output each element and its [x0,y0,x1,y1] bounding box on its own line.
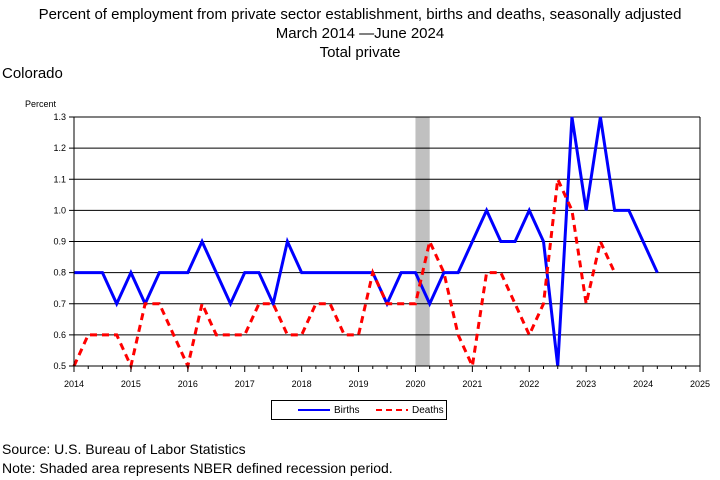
y-tick-label: 0.5 [53,361,66,371]
recession-note: Note: Shaded area represents NBER define… [2,460,393,476]
series-line-births [74,116,659,367]
y-tick-label: 1.0 [53,205,66,215]
y-tick-label: 1.2 [53,143,66,153]
x-tick-label: 2022 [519,379,539,389]
x-tick-label: 2017 [235,379,255,389]
line-chart: Percent 0.5 0.6 0.7 0.8 0.9 1.0 1.1 1.2 1.3 2014 2… [25,99,710,389]
chart-title: Percent of employment from private secto… [38,6,682,23]
x-tick-label: 2015 [121,379,141,389]
y-axis-label: Percent [25,99,57,109]
series-line-deaths [72,173,617,372]
x-tick-label: 2021 [462,379,482,389]
chart-legend: Births Deaths [271,400,447,420]
y-tick-label: 1.3 [53,112,66,122]
chart-date-range: March 2014 —June 2024 [275,25,445,42]
chart-subtitle: Total private [319,44,401,61]
region-label: Colorado [2,65,63,82]
source-note: Source: U.S. Bureau of Labor Statistics [2,441,246,457]
y-tick-label: 0.7 [53,299,66,309]
x-tick-label: 2019 [349,379,369,389]
y-tick-label: 0.6 [53,330,66,340]
legend-swatches [298,409,408,411]
x-tick-label: 2016 [178,379,198,389]
legend-deaths-label: Deaths [412,405,444,416]
x-tick-label: 2018 [292,379,312,389]
y-tick-label: 1.1 [53,174,66,184]
x-tick-label: 2024 [633,379,653,389]
y-tick-label: 0.8 [53,268,66,278]
x-tick-label: 2014 [64,379,84,389]
x-tick-label: 2025 [690,379,710,389]
x-tick-label: 2023 [576,379,596,389]
legend-births-label: Births [334,405,360,416]
x-tick-label: 2020 [405,379,425,389]
y-tick-label: 0.9 [53,237,66,247]
